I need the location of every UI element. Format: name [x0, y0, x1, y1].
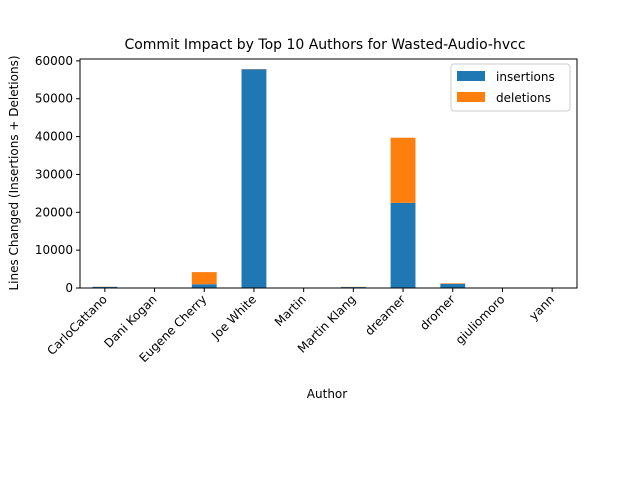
x-tick-label-0: CarloCattano — [44, 292, 110, 358]
bar-insertions-3 — [242, 69, 267, 288]
y-tick-label-0: 0 — [65, 281, 73, 295]
x-tick-label-6: dreamer — [362, 292, 408, 338]
y-tick-label-5: 50000 — [35, 92, 73, 106]
y-tick-label-2: 20000 — [35, 205, 73, 219]
chart-title: Commit Impact by Top 10 Authors for Wast… — [124, 37, 525, 53]
y-tick-label-4: 40000 — [35, 130, 73, 144]
bar-deletions-7 — [440, 283, 465, 284]
bar-insertions-6 — [391, 203, 416, 288]
legend-swatch-insertions — [457, 71, 485, 81]
x-tick-label-4: Martin — [272, 292, 309, 329]
y-tick-label-6: 60000 — [35, 54, 73, 68]
x-tick-label-9: yann — [526, 292, 557, 323]
bar-deletions-6 — [391, 138, 416, 203]
x-tick-label-8: giuliomoro — [453, 292, 508, 347]
bar-deletions-2 — [192, 272, 217, 284]
y-axis-ticks: 0 10000 20000 30000 40000 50000 60000 — [35, 54, 80, 295]
x-axis-label: Author — [307, 387, 347, 401]
legend-label-deletions: deletions — [496, 91, 551, 105]
legend: insertions deletions — [451, 64, 570, 111]
bar-insertions-7 — [440, 284, 465, 288]
x-tick-label-3: Joe White — [208, 292, 259, 343]
x-tick-label-7: dromer — [417, 292, 458, 333]
legend-label-insertions: insertions — [496, 70, 555, 84]
y-axis-label: Lines Changed (Insertions + Deletions) — [7, 55, 21, 290]
bar-insertions-2 — [192, 284, 217, 288]
legend-swatch-deletions — [457, 92, 485, 102]
y-tick-label-1: 10000 — [35, 243, 73, 257]
y-tick-label-3: 30000 — [35, 167, 73, 181]
